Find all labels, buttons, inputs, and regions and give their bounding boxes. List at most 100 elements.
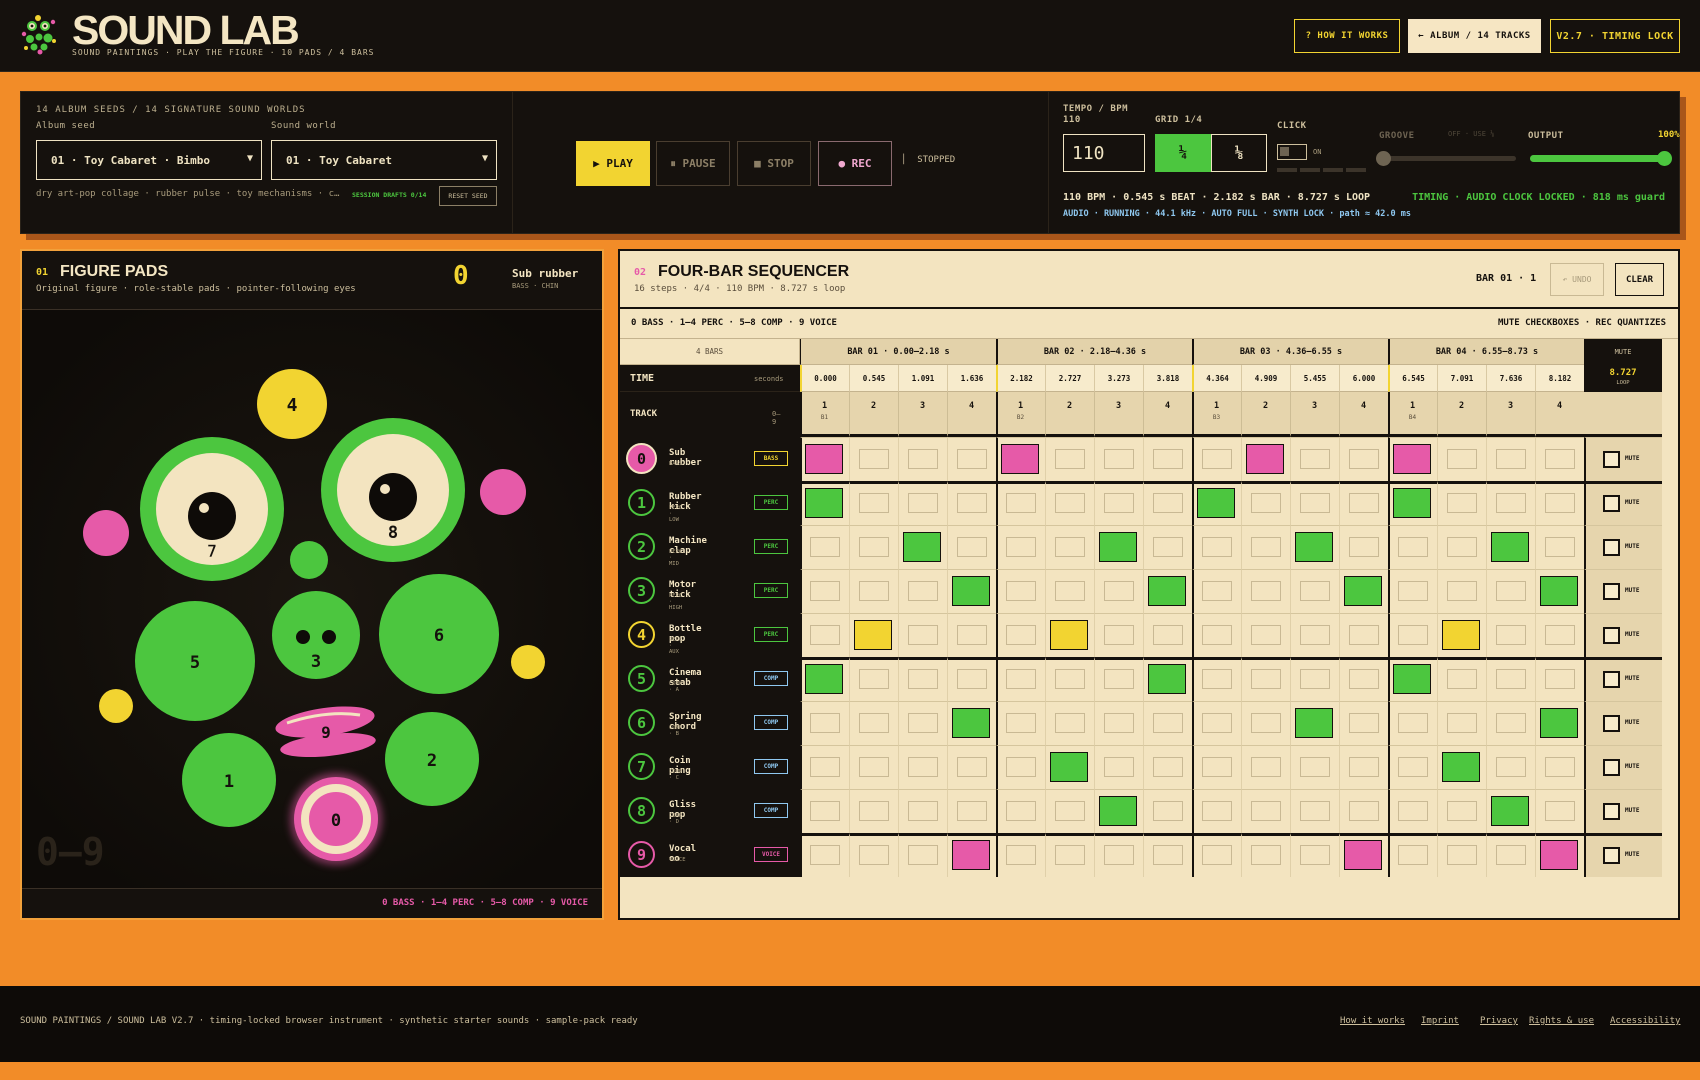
- step-button[interactable]: [957, 625, 987, 645]
- step-button[interactable]: [859, 801, 889, 821]
- step-button-on[interactable]: [805, 444, 843, 474]
- step-button[interactable]: [1398, 757, 1428, 777]
- step-button[interactable]: [1349, 669, 1379, 689]
- step-button[interactable]: [1496, 625, 1526, 645]
- step-button[interactable]: [1006, 801, 1036, 821]
- pad-0[interactable]: 0: [290, 773, 382, 865]
- step-button[interactable]: [1300, 669, 1330, 689]
- step-button[interactable]: [908, 625, 938, 645]
- mute-checkbox[interactable]: [1603, 715, 1620, 732]
- step-button[interactable]: [1398, 581, 1428, 601]
- track-digit-badge[interactable]: 3: [628, 577, 655, 604]
- step-button-on[interactable]: [1050, 620, 1088, 650]
- step-button[interactable]: [1104, 449, 1134, 469]
- step-button[interactable]: [1496, 493, 1526, 513]
- step-button[interactable]: [1545, 669, 1575, 689]
- step-button[interactable]: [908, 581, 938, 601]
- step-button[interactable]: [859, 757, 889, 777]
- step-button[interactable]: [1202, 625, 1232, 645]
- mute-checkbox[interactable]: [1603, 759, 1620, 776]
- step-button[interactable]: [1300, 493, 1330, 513]
- step-button-on[interactable]: [1393, 664, 1431, 694]
- step-button[interactable]: [1300, 845, 1330, 865]
- step-button[interactable]: [1055, 493, 1085, 513]
- step-button[interactable]: [1153, 801, 1183, 821]
- step-button[interactable]: [1300, 625, 1330, 645]
- mute-checkbox[interactable]: [1603, 583, 1620, 600]
- step-button[interactable]: [859, 449, 889, 469]
- track-digit-badge[interactable]: 8: [628, 797, 655, 824]
- step-button[interactable]: [859, 845, 889, 865]
- step-button[interactable]: [1349, 757, 1379, 777]
- track-digit-badge[interactable]: 1: [628, 489, 655, 516]
- step-button-on[interactable]: [1442, 752, 1480, 782]
- pause-button[interactable]: ⏸ PAUSE: [656, 141, 730, 186]
- step-button[interactable]: [1496, 449, 1526, 469]
- step-button[interactable]: [1349, 537, 1379, 557]
- step-button-on[interactable]: [1491, 796, 1529, 826]
- step-button[interactable]: [1006, 537, 1036, 557]
- step-button[interactable]: [1300, 801, 1330, 821]
- step-button[interactable]: [908, 845, 938, 865]
- track-digit-badge[interactable]: 9: [628, 841, 655, 868]
- step-button[interactable]: [1153, 537, 1183, 557]
- step-button[interactable]: [1104, 845, 1134, 865]
- pad-4[interactable]: 4: [257, 369, 327, 439]
- track-digit-badge[interactable]: 2: [628, 533, 655, 560]
- step-button[interactable]: [1496, 713, 1526, 733]
- step-button[interactable]: [1251, 537, 1281, 557]
- step-button[interactable]: [1349, 801, 1379, 821]
- step-button[interactable]: [908, 669, 938, 689]
- step-button[interactable]: [859, 537, 889, 557]
- step-button-on[interactable]: [1050, 752, 1088, 782]
- step-button[interactable]: [1202, 713, 1232, 733]
- undo-button[interactable]: ↶ UNDO: [1550, 263, 1604, 296]
- step-button[interactable]: [1202, 449, 1232, 469]
- track-digit-badge[interactable]: 5: [628, 665, 655, 692]
- step-button-on[interactable]: [1295, 532, 1333, 562]
- grid-quarter-button[interactable]: ¼: [1155, 134, 1211, 172]
- sound-world-select[interactable]: 01 · Toy Cabaret ▼: [271, 140, 497, 180]
- step-button[interactable]: [1251, 713, 1281, 733]
- version-badge[interactable]: V2.7 · TIMING LOCK: [1550, 19, 1680, 53]
- step-button[interactable]: [1153, 757, 1183, 777]
- step-button[interactable]: [1251, 845, 1281, 865]
- step-button[interactable]: [1251, 669, 1281, 689]
- album-seed-select[interactable]: 01 · Toy Cabaret · Bimbo ▼: [36, 140, 262, 180]
- step-button[interactable]: [957, 493, 987, 513]
- step-button[interactable]: [810, 625, 840, 645]
- step-button[interactable]: [1104, 581, 1134, 601]
- step-button[interactable]: [1545, 449, 1575, 469]
- step-button[interactable]: [957, 449, 987, 469]
- track-digit-badge[interactable]: 0: [628, 445, 655, 472]
- step-button[interactable]: [1251, 493, 1281, 513]
- step-button[interactable]: [1447, 669, 1477, 689]
- footer-link-imprint[interactable]: Imprint: [1421, 1016, 1459, 1026]
- album-button[interactable]: ← ALBUM / 14 TRACKS: [1408, 19, 1541, 53]
- track-digit-badge[interactable]: 7: [628, 753, 655, 780]
- pad-1[interactable]: 1: [182, 733, 276, 827]
- how-it-works-button[interactable]: ? HOW IT WORKS: [1294, 19, 1400, 53]
- rec-button[interactable]: ● REC: [818, 141, 892, 186]
- pad-3[interactable]: 3: [272, 591, 360, 679]
- step-button[interactable]: [1104, 713, 1134, 733]
- track-digit-badge[interactable]: 6: [628, 709, 655, 736]
- step-button-on[interactable]: [1099, 796, 1137, 826]
- step-button[interactable]: [810, 537, 840, 557]
- step-button-on[interactable]: [1540, 840, 1578, 870]
- step-button[interactable]: [1300, 449, 1330, 469]
- step-button[interactable]: [1104, 669, 1134, 689]
- pad-8[interactable]: 8: [321, 418, 465, 562]
- output-slider-knob[interactable]: [1657, 151, 1672, 166]
- step-button[interactable]: [1006, 493, 1036, 513]
- step-button[interactable]: [859, 713, 889, 733]
- mute-checkbox[interactable]: [1603, 671, 1620, 688]
- mute-checkbox[interactable]: [1603, 539, 1620, 556]
- step-button-on[interactable]: [952, 840, 990, 870]
- step-button[interactable]: [1447, 581, 1477, 601]
- step-button[interactable]: [1398, 845, 1428, 865]
- step-button[interactable]: [1349, 713, 1379, 733]
- step-button-on[interactable]: [1148, 576, 1186, 606]
- step-button[interactable]: [1202, 537, 1232, 557]
- step-button[interactable]: [1153, 493, 1183, 513]
